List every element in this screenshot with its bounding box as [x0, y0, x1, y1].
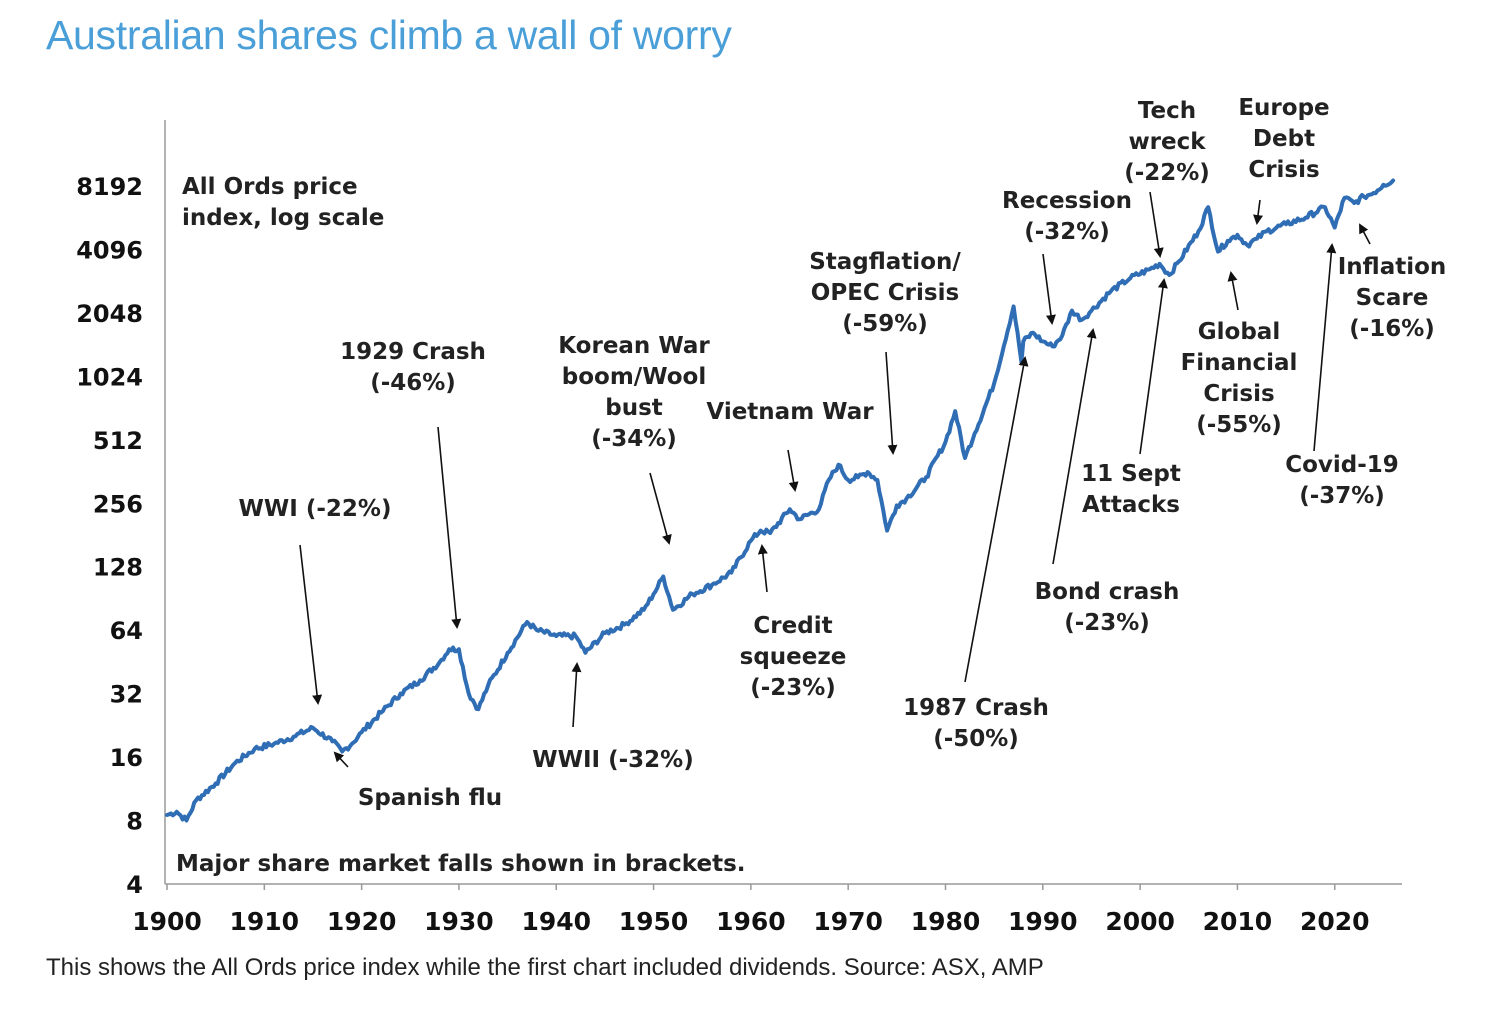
annotation-arrow: [649, 472, 672, 545]
annotation-label: (-34%): [591, 426, 677, 452]
annotation-arrow: [1042, 253, 1056, 325]
annotation-label: Europe: [1238, 95, 1329, 121]
x-tick-label: 1910: [230, 907, 300, 936]
annotation-label: 1987 Crash: [903, 695, 1049, 721]
annotation-label: wreck: [1128, 129, 1206, 155]
x-tick-label: 1990: [1008, 907, 1078, 936]
annotation-arrow: [571, 662, 582, 728]
annotation-label: Spanish flu: [358, 785, 502, 811]
annotation-arrow: [1253, 199, 1263, 225]
annotation-arrow: [299, 544, 323, 705]
annotation-label: Debt: [1253, 126, 1315, 152]
x-tick-label: 1940: [521, 907, 591, 936]
annotation-label: Tech: [1138, 98, 1196, 124]
x-tick-label: 1960: [716, 907, 786, 936]
annotation-arrow: [757, 544, 768, 593]
annotation-label: Crisis: [1203, 381, 1274, 407]
annotation-label: 11 Sept: [1081, 461, 1181, 487]
y-tick-label: 512: [93, 427, 143, 455]
annotations: WWI (-22%) Spanish flu 1929 Crash (-46%) WWI…: [239, 95, 1447, 811]
x-tick-labels: 1900 1910 1920 1930 1940 1950 1960 1970 1980 1990…: [132, 884, 1370, 936]
annotation-label: Korean War: [558, 333, 710, 359]
y-tick-label: 4096: [76, 236, 143, 264]
x-tick-label: 2000: [1105, 907, 1175, 936]
x-tick-label: 1980: [911, 907, 981, 936]
x-tick-label: 1950: [619, 907, 689, 936]
annotation-label: Financial: [1181, 350, 1298, 376]
annotation-label: (-46%): [370, 370, 456, 396]
series-line-all-ords: [165, 178, 1396, 823]
annotation-label: (-55%): [1196, 412, 1282, 438]
annotation-label: Bond crash: [1035, 579, 1180, 605]
y-tick-label: 128: [93, 554, 143, 582]
annotation-label: Crisis: [1248, 157, 1319, 183]
annotation-label: Scare: [1356, 285, 1429, 311]
annotation-label: boom/Wool: [562, 364, 706, 390]
y-tick-label: 2048: [76, 300, 143, 328]
annotation-label: (-23%): [750, 675, 836, 701]
x-tick-label: 1900: [132, 907, 202, 936]
x-tick-label: 2010: [1203, 907, 1273, 936]
x-tick-label: 2020: [1300, 907, 1370, 936]
annotation-label: Credit: [753, 613, 832, 639]
x-tick-label: 1930: [424, 907, 494, 936]
annotation-label: (-32%): [1024, 219, 1110, 245]
x-tick-label: 1920: [327, 907, 397, 936]
y-tick-labels: 4 8 16 32 64 128 256 512 1024 2048 4096 8192: [76, 173, 143, 899]
annotation-arrow: [1359, 223, 1371, 245]
annotation-label: (-23%): [1064, 610, 1150, 636]
annotation-label: (-59%): [842, 311, 928, 337]
annotation-arrow: [1149, 191, 1164, 258]
annotation-label: WWI (-22%): [239, 496, 392, 522]
footnote: Major share market falls shown in bracke…: [176, 851, 746, 877]
y-tick-label: 1024: [76, 363, 143, 391]
annotation-label: Inflation: [1338, 254, 1447, 280]
annotation-label: WWII (-32%): [532, 747, 693, 773]
annotation-label: bust: [605, 395, 663, 421]
annotation-label: (-22%): [1124, 160, 1210, 186]
y-tick-label: 256: [93, 490, 143, 518]
annotation-arrow: [1313, 243, 1337, 452]
annotation-label: Recession: [1002, 188, 1132, 214]
y-tick-label: 16: [110, 744, 143, 772]
annotation-arrow: [787, 449, 799, 492]
annotation-arrow: [885, 351, 898, 455]
annotation-label: (-16%): [1349, 316, 1435, 342]
annotation-arrow: [964, 356, 1029, 683]
annotation-arrow: [1052, 328, 1097, 565]
annotation-arrow: [437, 426, 462, 629]
annotation-label: Global: [1198, 319, 1280, 345]
y-tick-label: 32: [110, 681, 143, 709]
annotation-arrow: [333, 751, 349, 768]
page-title: Australian shares climb a wall of worry: [46, 12, 732, 58]
annotation-label: (-37%): [1299, 483, 1385, 509]
x-tick-label: 1970: [813, 907, 883, 936]
annotation-label: 1929 Crash: [340, 339, 486, 365]
annotation-label: (-50%): [933, 726, 1019, 752]
annotation-label: Covid-19: [1285, 452, 1399, 478]
y-tick-label: 8192: [76, 173, 143, 201]
annotation-label: Vietnam War: [706, 399, 874, 425]
annotation-label: OPEC Crisis: [811, 280, 959, 306]
annotation-label: squeeze: [740, 644, 847, 670]
annotation-arrow: [1139, 278, 1168, 455]
annotation-arrow: [1227, 271, 1239, 311]
annotation-label: Attacks: [1082, 492, 1180, 518]
y-tick-label: 4: [126, 871, 143, 899]
y-tick-label: 8: [126, 808, 143, 836]
axis-note-line-2: index, log scale: [182, 205, 384, 231]
annotation-label: Stagflation/: [809, 249, 961, 275]
figure-caption: This shows the All Ords price index whil…: [46, 954, 1044, 981]
annotation-arrows: [299, 191, 1371, 768]
y-tick-label: 64: [110, 617, 143, 645]
axis-note-line-1: All Ords price: [182, 174, 358, 200]
